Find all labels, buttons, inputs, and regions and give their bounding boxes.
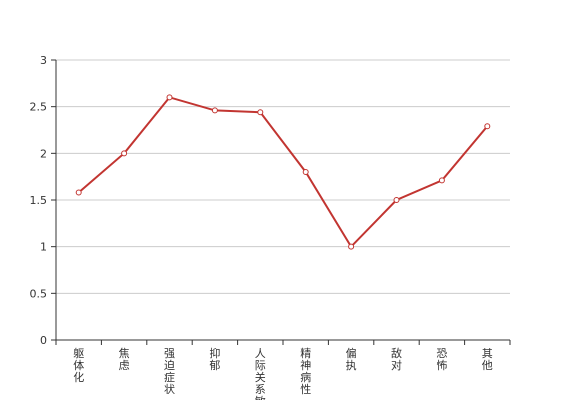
y-tick-label: 2	[40, 147, 47, 160]
data-point	[121, 150, 128, 157]
data-point	[75, 189, 82, 196]
axis-layer	[51, 59, 511, 345]
grid-layer	[56, 59, 510, 341]
x-tick-label: 敌对	[391, 346, 402, 372]
series-layer	[75, 94, 491, 250]
series-line	[78, 96, 489, 249]
y-tick-label: 0.5	[30, 287, 48, 300]
data-point	[348, 243, 355, 250]
x-tick-label: 抑郁	[209, 346, 220, 372]
y-tick-label: 3	[40, 54, 47, 67]
y-tick-label: 1.5	[30, 194, 48, 207]
data-point	[257, 109, 264, 116]
label-layer: 0 0.5 1 1.5 2 2.5 3 躯体化 焦虑 强迫症状 抑郁 人际关系敏感 精神病性 偏执 敌对 恐怖…	[30, 54, 493, 400]
x-tick-label: 恐怖	[436, 347, 447, 372]
x-tick-label: 焦虑	[119, 347, 130, 372]
data-point	[166, 94, 173, 101]
y-tick-label: 0	[40, 334, 47, 347]
x-tick-label: 偏执	[346, 346, 357, 372]
x-tick-label: 其他	[482, 347, 493, 372]
y-tick-label: 2.5	[30, 101, 48, 114]
data-point	[393, 197, 400, 203]
data-point	[484, 123, 491, 130]
x-tick-label: 精神病性	[300, 347, 311, 396]
x-tick-label: 强迫症状	[164, 347, 175, 396]
x-tick-label: 人际关系敏感	[255, 347, 266, 400]
data-point	[438, 177, 445, 184]
x-tick-label: 躯体化	[73, 347, 84, 384]
data-point	[211, 107, 218, 114]
y-tick-label: 1	[40, 241, 47, 254]
data-point	[302, 169, 309, 175]
